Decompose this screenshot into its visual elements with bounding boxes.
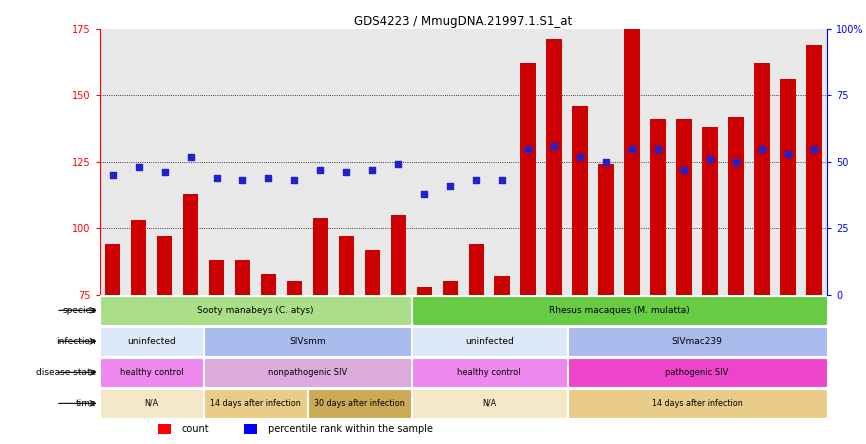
Text: infection: infection bbox=[56, 337, 96, 346]
Point bbox=[729, 158, 743, 165]
Text: N/A: N/A bbox=[482, 399, 496, 408]
Point bbox=[210, 174, 223, 181]
Point bbox=[132, 163, 145, 170]
Point bbox=[365, 166, 379, 173]
Bar bbox=[365, 250, 380, 444]
Text: 30 days after infection: 30 days after infection bbox=[314, 399, 404, 408]
Point bbox=[755, 145, 769, 152]
Bar bbox=[702, 127, 718, 444]
Bar bbox=[308, 389, 410, 418]
Point bbox=[495, 177, 509, 184]
Text: SIVsmm: SIVsmm bbox=[289, 337, 326, 346]
Point bbox=[703, 155, 717, 163]
Bar bbox=[235, 260, 250, 444]
Bar bbox=[391, 215, 406, 444]
Point bbox=[313, 166, 327, 173]
Bar bbox=[568, 389, 826, 418]
Bar bbox=[287, 281, 302, 444]
Bar bbox=[100, 389, 203, 418]
Bar bbox=[650, 119, 666, 444]
Bar bbox=[261, 274, 276, 444]
Text: species: species bbox=[62, 306, 96, 315]
Bar bbox=[624, 2, 640, 444]
Bar bbox=[520, 63, 536, 444]
Bar bbox=[806, 45, 822, 444]
Point bbox=[651, 145, 665, 152]
Bar bbox=[412, 327, 566, 356]
Point bbox=[573, 153, 587, 160]
Point bbox=[236, 177, 249, 184]
Point bbox=[807, 145, 821, 152]
Bar bbox=[158, 424, 171, 434]
Text: healthy control: healthy control bbox=[457, 368, 521, 377]
Point bbox=[288, 177, 301, 184]
Bar bbox=[417, 287, 432, 444]
Point bbox=[469, 177, 483, 184]
Point bbox=[262, 174, 275, 181]
Bar bbox=[105, 244, 120, 444]
Bar bbox=[131, 220, 146, 444]
Bar bbox=[100, 296, 410, 325]
Text: healthy control: healthy control bbox=[120, 368, 184, 377]
Point bbox=[677, 166, 691, 173]
Point bbox=[443, 182, 457, 189]
Point bbox=[781, 150, 795, 157]
Bar bbox=[243, 424, 256, 434]
Point bbox=[417, 190, 431, 197]
Bar bbox=[100, 327, 203, 356]
Bar bbox=[204, 389, 307, 418]
Point bbox=[547, 143, 561, 150]
Bar bbox=[412, 358, 566, 387]
Bar bbox=[754, 63, 770, 444]
Text: Rhesus macaques (M. mulatta): Rhesus macaques (M. mulatta) bbox=[549, 306, 689, 315]
Text: uninfected: uninfected bbox=[465, 337, 514, 346]
Bar bbox=[598, 164, 614, 444]
Point bbox=[106, 171, 120, 178]
Text: pathogenic SIV: pathogenic SIV bbox=[665, 368, 729, 377]
Bar bbox=[157, 236, 172, 444]
Text: disease state: disease state bbox=[36, 368, 96, 377]
Bar bbox=[204, 358, 410, 387]
Text: N/A: N/A bbox=[145, 399, 158, 408]
Title: GDS4223 / MmugDNA.21997.1.S1_at: GDS4223 / MmugDNA.21997.1.S1_at bbox=[354, 15, 572, 28]
Bar bbox=[572, 106, 588, 444]
Bar bbox=[780, 79, 796, 444]
Bar bbox=[412, 296, 826, 325]
Text: SIVmac239: SIVmac239 bbox=[672, 337, 722, 346]
Bar bbox=[568, 358, 826, 387]
Text: nonpathogenic SIV: nonpathogenic SIV bbox=[268, 368, 347, 377]
Text: Sooty manabeys (C. atys): Sooty manabeys (C. atys) bbox=[197, 306, 313, 315]
Bar bbox=[209, 260, 224, 444]
Bar bbox=[412, 389, 566, 418]
Bar bbox=[676, 119, 692, 444]
Bar bbox=[546, 40, 562, 444]
Bar bbox=[204, 327, 410, 356]
Point bbox=[599, 158, 613, 165]
Point bbox=[625, 145, 639, 152]
Text: 14 days after infection: 14 days after infection bbox=[210, 399, 301, 408]
Text: percentile rank within the sample: percentile rank within the sample bbox=[268, 424, 433, 434]
Point bbox=[521, 145, 535, 152]
Text: time: time bbox=[75, 399, 96, 408]
Bar bbox=[494, 276, 510, 444]
Bar bbox=[469, 244, 484, 444]
Bar bbox=[183, 194, 198, 444]
Point bbox=[391, 161, 405, 168]
Bar bbox=[728, 117, 744, 444]
Bar bbox=[443, 281, 458, 444]
Text: 14 days after infection: 14 days after infection bbox=[652, 399, 742, 408]
Point bbox=[184, 153, 197, 160]
Bar bbox=[339, 236, 354, 444]
Text: uninfected: uninfected bbox=[127, 337, 176, 346]
Bar bbox=[100, 358, 203, 387]
Bar bbox=[568, 327, 826, 356]
Text: count: count bbox=[182, 424, 210, 434]
Point bbox=[339, 169, 353, 176]
Point bbox=[158, 169, 171, 176]
Bar bbox=[313, 218, 328, 444]
